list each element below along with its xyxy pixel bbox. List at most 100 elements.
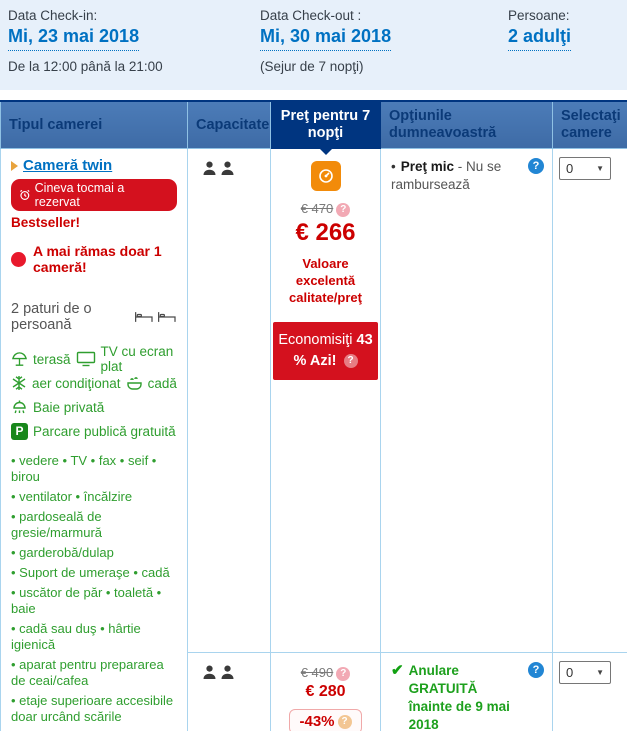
header-capacity: Capacitate	[187, 100, 271, 149]
price-help-icon[interactable]: ?	[336, 202, 351, 217]
feature-line: P Parcare publică gratuită	[11, 419, 177, 443]
checkin-date-link[interactable]: Mi, 23 mai 2018	[8, 26, 140, 51]
header-room-type: Tipul camerei	[0, 100, 188, 149]
options-cell: ✔ Anulare GRATUITĂ înainte de 9 mai 2018…	[380, 652, 553, 731]
table-header-row: Tipul camerei Capacitate Preţ pentru 7 n…	[0, 100, 627, 149]
price-cell: € 490? € 280 -43%?	[270, 652, 381, 731]
capacity-cell	[187, 147, 271, 654]
red-dot-icon	[11, 251, 26, 267]
rooms-quantity-select[interactable]: 0 ▼	[559, 661, 611, 685]
feature-label: aer condiţionat	[32, 375, 121, 391]
rooms-table: Tipul camerei Capacitate Preţ pentru 7 n…	[0, 100, 627, 731]
parking-icon: P	[11, 422, 28, 440]
options-help-icon[interactable]: ?	[528, 158, 544, 174]
price-cell: € 470? € 266 Valoare excelentă calitate/…	[270, 147, 381, 654]
select-cell: 0 ▼	[552, 147, 627, 654]
current-price: € 266	[295, 218, 356, 246]
aircon-icon	[12, 376, 26, 390]
rate-row-2: € 490? € 280 -43%? ✔ Anulare GRATUITĂ în…	[1, 652, 627, 731]
checkin-block: Data Check-in: Mi, 23 mai 2018 De la 12:…	[8, 8, 260, 74]
current-price: € 280	[305, 682, 346, 700]
rate-condition-text: - Nu se rambursează	[391, 159, 502, 192]
booking-summary-bar: Data Check-in: Mi, 23 mai 2018 De la 12:…	[0, 0, 627, 90]
options-help-icon[interactable]: ?	[528, 662, 544, 679]
chevron-down-icon: ▼	[596, 164, 604, 173]
feature-line: Baie privată	[11, 395, 177, 419]
capacity-cell	[187, 652, 271, 731]
discount-value: -43%	[299, 712, 335, 730]
amenity-line: • ventilator • încălzire	[11, 489, 133, 504]
person-icon	[203, 665, 216, 680]
checkout-label: Data Check-out :	[260, 8, 362, 23]
arrow-right-icon	[11, 160, 18, 171]
bed-configuration: 2 paturi de o persoană	[11, 301, 177, 333]
chevron-down-icon: ▼	[596, 668, 604, 678]
rate-row-1: Cameră twin Cineva tocmai a rezervat Bes…	[0, 147, 627, 731]
checkout-block: Data Check-out : Mi, 30 mai 2018 (Sejur …	[260, 8, 508, 74]
header-price: Preţ pentru 7 nopţi	[270, 100, 381, 149]
scarcity-message: A mai rămas doar 1 cameră!	[11, 243, 177, 275]
amenity-line: • etaje superioare accesibile doar urcân…	[11, 693, 174, 724]
smart-deal-icon	[310, 161, 341, 191]
savings-text: Economisiţi	[278, 331, 357, 348]
persons-value-link[interactable]: 2 adulţi	[508, 26, 572, 51]
amenity-line: • cadă sau duş • hârtie igienică	[11, 621, 141, 652]
old-price-row: € 470?	[275, 201, 376, 217]
person-icon	[221, 161, 234, 175]
select-value: 0	[566, 161, 574, 176]
checkout-date-link[interactable]: Mi, 30 mai 2018	[260, 26, 392, 51]
just-booked-badge: Cineva tocmai a rezervat	[11, 179, 177, 211]
select-value: 0	[566, 665, 574, 681]
stay-length: (Sejur de 7 nopţi)	[260, 59, 364, 74]
scarcity-text: A mai rămas doar 1 cameră!	[33, 243, 162, 275]
old-price: € 490	[300, 665, 334, 681]
feature-label: Baie privată	[33, 399, 105, 415]
old-price-row: € 490?	[275, 665, 376, 681]
tv-icon	[76, 351, 95, 367]
single-bed-icon	[134, 312, 153, 322]
amenity-line: • aparat pentru prepararea de ceai/cafea	[11, 657, 164, 688]
savings-bold-text: 43 % Azi!	[293, 331, 373, 369]
amenity-line: • pardoseală de gresie/marmură	[11, 509, 103, 540]
discount-help-icon[interactable]: ?	[337, 714, 352, 729]
value-note: Valoare excelentă calitate/preţ	[289, 255, 362, 305]
bullet-icon: •	[391, 159, 396, 174]
savings-banner: Economisiţi 43 % Azi! ?	[273, 321, 378, 380]
checkin-label: Data Check-in:	[8, 8, 98, 23]
feature-line: terasă TV cu ecran plat	[11, 344, 177, 374]
amenity-line: • uscător de păr • toaletă • baie	[11, 585, 162, 616]
rooms-quantity-select[interactable]: 0 ▼	[559, 157, 611, 180]
checkin-hours: De la 12:00 până la 21:00	[8, 59, 163, 74]
persons-label: Persoane:	[508, 8, 570, 23]
feature-line: aer condiţionat cadă	[11, 371, 177, 395]
select-cell: 0 ▼	[552, 652, 627, 731]
room-name-link[interactable]: Cameră twin	[23, 157, 113, 174]
person-icon	[221, 665, 234, 680]
savings-help-icon[interactable]: ?	[343, 353, 358, 368]
discount-pill: -43%?	[289, 708, 362, 731]
feature-label: cadă	[147, 375, 177, 391]
header-options: Opţiunile dumneavoastră	[380, 100, 553, 149]
free-cancellation-text: Anulare GRATUITĂ înainte de 9 mai 2018	[408, 663, 510, 731]
price-help-icon[interactable]: ?	[336, 666, 351, 681]
old-price: € 470	[300, 201, 334, 216]
feature-label: Parcare publică gratuită	[33, 423, 176, 439]
amenity-list: • vedere • TV • fax • seif • birou • ven…	[11, 453, 177, 725]
check-icon: ✔	[391, 662, 404, 680]
rate-name: Preţ mic	[400, 159, 455, 174]
feature-label: terasă	[33, 351, 71, 367]
rate-condition: • Preţ mic - Nu se rambursează	[391, 158, 542, 194]
room-description-cell: Cameră twin Cineva tocmai a rezervat Bes…	[0, 148, 188, 731]
room-features: terasă TV cu ecran plat aer condiţionat	[11, 344, 177, 443]
bestseller-label: Bestseller!	[11, 215, 81, 230]
alarm-clock-icon	[20, 189, 30, 200]
just-booked-text: Cineva tocmai a rezervat	[34, 181, 125, 209]
header-select: Selectaţi camere	[552, 100, 627, 149]
amenity-line: • vedere • TV • fax • seif • birou	[11, 453, 157, 484]
options-cell: • Preţ mic - Nu se rambursează ?	[380, 147, 553, 654]
bathtub-icon	[126, 377, 142, 390]
persons-block: Persoane: 2 adulţi	[508, 8, 617, 74]
shower-icon	[13, 400, 26, 413]
terrace-icon	[12, 351, 27, 366]
